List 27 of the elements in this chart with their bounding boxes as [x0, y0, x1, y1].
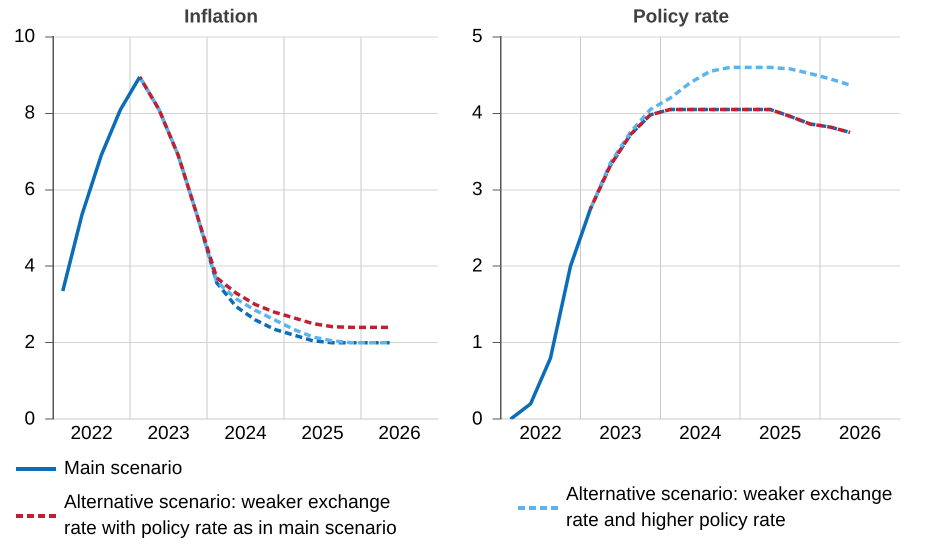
x-tick-label: 2024 — [679, 422, 722, 444]
y-tick-label: 3 — [472, 178, 483, 200]
y-tick-label: 0 — [472, 408, 483, 430]
y-tick-label: 1 — [472, 332, 483, 353]
y-tick-label: 5 — [472, 26, 483, 48]
chart-title: Policy rate — [632, 6, 730, 28]
y-tick-label: 0 — [24, 408, 36, 430]
y-tick-label: 4 — [472, 102, 483, 124]
y-tick-label: 2 — [472, 255, 483, 276]
y-tick-label: 10 — [14, 26, 36, 48]
x-tick-label: 2023 — [147, 422, 190, 444]
legend-label: Alternative scenario: weaker exchange rate and higher policy rate — [566, 483, 894, 533]
y-tick-label: 8 — [24, 102, 36, 124]
chart-title: Inflation — [184, 6, 258, 28]
x-tick-label: 2023 — [599, 422, 642, 444]
x-tick-label: 2025 — [301, 422, 344, 444]
y-tick-label: 4 — [24, 255, 36, 276]
legend-label: Alternative scenario: weaker exchange rate with policy rate as in main scenario — [64, 491, 398, 541]
legend-label: Main scenario — [64, 457, 184, 481]
x-tick-label: 2026 — [378, 422, 421, 444]
x-tick-label: 2024 — [224, 422, 268, 444]
x-tick-label: 2026 — [838, 422, 882, 444]
x-tick-label: 2022 — [519, 422, 562, 444]
y-tick-label: 6 — [24, 178, 36, 200]
x-tick-label: 2025 — [759, 422, 802, 444]
y-tick-label: 2 — [24, 332, 36, 353]
x-tick-label: 2022 — [70, 422, 113, 444]
